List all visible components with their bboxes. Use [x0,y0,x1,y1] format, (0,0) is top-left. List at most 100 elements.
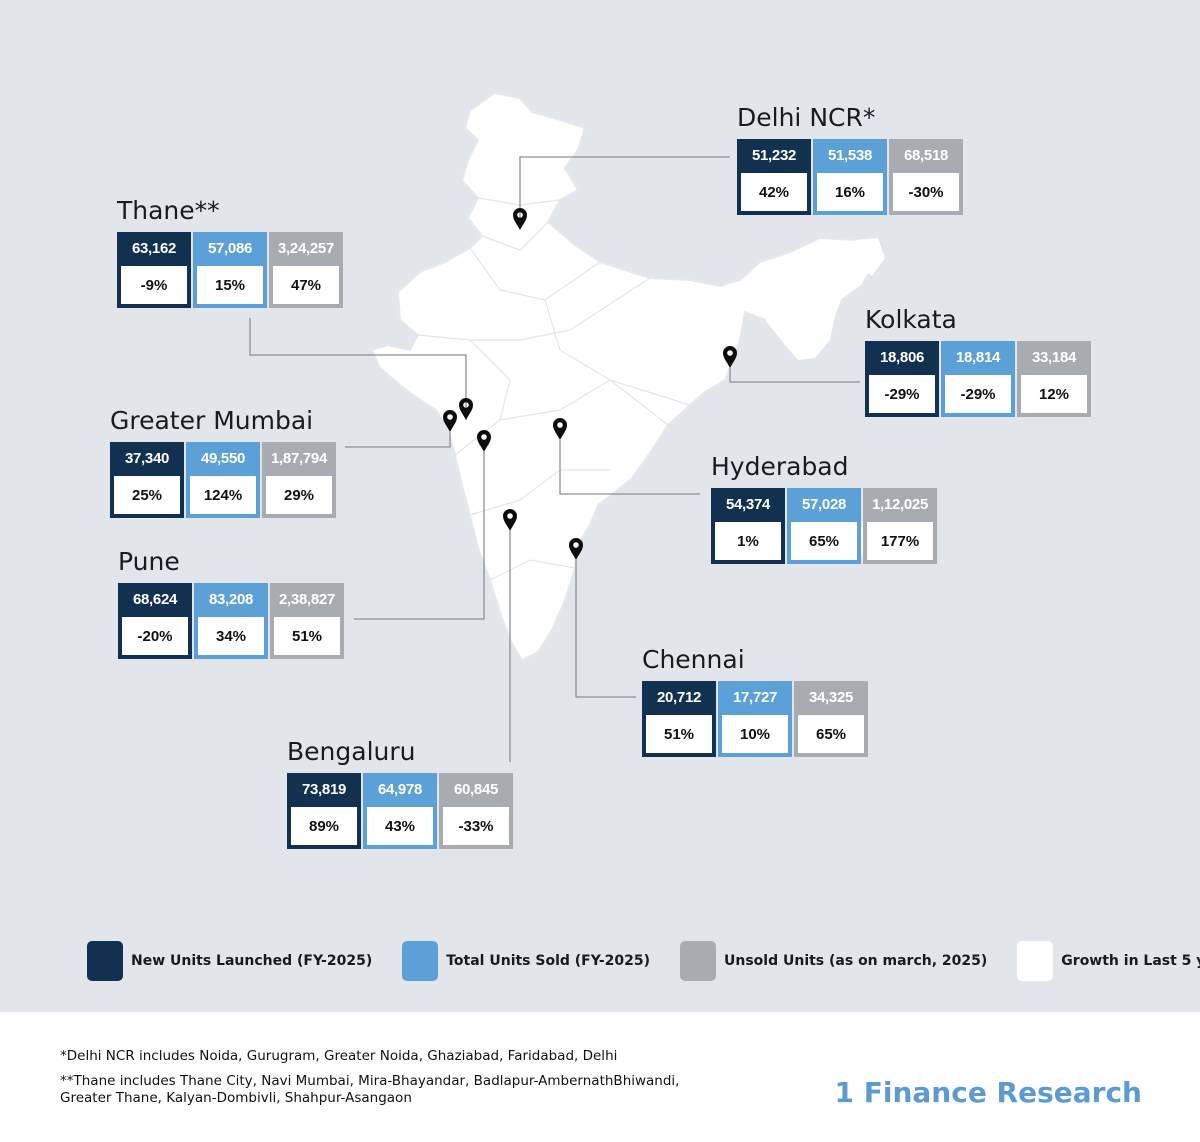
new-units-cell: 73,819 89% [287,773,361,849]
new-units-value: 20,712 [656,689,702,706]
legend-swatch-growth [1017,941,1054,981]
map-pin-icon [477,430,491,452]
new-units-growth: -20% [122,617,188,655]
city-block-kolkata: Kolkata 18,806 -29% 18,814 -29% 33,184 12% [865,305,1091,417]
units-sold-value: 18,814 [955,349,1001,366]
unsold-units-value: 3,24,257 [278,240,334,257]
unsold-units-cell: 68,518 -30% [889,139,963,215]
new-units-growth: 1% [715,522,781,560]
units-sold-growth: -29% [945,375,1011,413]
unsold-units-growth: -30% [893,173,959,211]
city-name: Pune [118,547,180,576]
new-units-value: 63,162 [131,240,177,257]
unsold-units-cell: 60,845 -33% [439,773,513,849]
legend-swatch-units-sold [402,941,439,981]
map-pin-icon [459,398,473,420]
stat-grid: 68,624 -20% 83,208 34% 2,38,827 51% [118,583,344,659]
new-units-value: 37,340 [124,450,170,467]
footnote-thane: **Thane includes Thane City, Navi Mumbai… [60,1073,680,1106]
units-sold-cell: 57,086 15% [193,232,267,308]
unsold-units-growth: 12% [1021,375,1087,413]
city-block-greater-mumbai: Greater Mumbai 37,340 25% 49,550 124% 1,87… [110,406,336,518]
stat-grid: 54,374 1% 57,028 65% 1,12,025 177% [711,488,937,564]
unsold-units-cell: 1,87,794 29% [262,442,336,518]
unsold-units-growth: 29% [266,476,332,514]
map-pin-icon [503,509,517,531]
new-units-growth: 42% [741,173,807,211]
stat-grid: 20,712 51% 17,727 10% 34,325 65% [642,681,868,757]
units-sold-growth: 124% [190,476,256,514]
units-sold-cell: 17,727 10% [718,681,792,757]
units-sold-growth: 34% [198,617,264,655]
new-units-growth: -9% [121,266,187,304]
stat-grid: 18,806 -29% 18,814 -29% 33,184 12% [865,341,1091,417]
footnote-delhi-ncr: *Delhi NCR includes Noida, Gurugram, Gre… [60,1048,618,1064]
new-units-cell: 68,624 -20% [118,583,192,659]
unsold-units-value: 60,845 [453,781,499,798]
new-units-cell: 37,340 25% [110,442,184,518]
legend-item-unsold-units: Unsold Units (as on march, 2025) [680,941,987,981]
unsold-units-value: 2,38,827 [279,591,335,608]
unsold-units-cell: 2,38,827 51% [270,583,344,659]
city-block-thane: Thane** 63,162 -9% 57,086 15% 3,24,257 47% [117,196,343,308]
units-sold-growth: 16% [817,173,883,211]
brand-logo-text: 1 Finance Research [834,1076,1143,1109]
city-name: Delhi NCR* [737,103,876,132]
legend-label: Total Units Sold (FY-2025) [446,953,650,969]
new-units-value: 68,624 [132,591,178,608]
units-sold-cell: 51,538 16% [813,139,887,215]
units-sold-value: 49,550 [200,450,246,467]
new-units-cell: 51,232 42% [737,139,811,215]
state-borders [417,197,691,581]
city-name: Chennai [642,645,745,674]
legend-label: Growth in Last 5 years [1061,953,1200,969]
new-units-cell: 18,806 -29% [865,341,939,417]
city-block-hyderabad: Hyderabad 54,374 1% 57,028 65% 1,12,025 177… [711,452,937,564]
map-pins [443,208,737,560]
city-name: Thane** [117,196,220,225]
legend-swatch-new-units [87,941,123,981]
unsold-units-value: 68,518 [903,147,949,164]
units-sold-value: 51,538 [827,147,873,164]
new-units-value: 18,806 [879,349,925,366]
units-sold-value: 83,208 [208,591,254,608]
units-sold-value: 64,978 [377,781,423,798]
map-pin-icon [569,538,583,560]
india-northeast [765,300,835,360]
units-sold-cell: 83,208 34% [194,583,268,659]
new-units-growth: -29% [869,375,935,413]
legend-swatch-unsold-units [680,941,716,981]
stat-grid: 51,232 42% 51,538 16% 68,518 -30% [737,139,963,215]
unsold-units-value: 33,184 [1031,349,1077,366]
city-block-bengaluru: Bengaluru 73,819 89% 64,978 43% 60,845 -33% [287,737,513,849]
city-name: Greater Mumbai [110,406,314,435]
units-sold-growth: 15% [197,266,263,304]
legend-item-growth: Growth in Last 5 years [1017,941,1200,981]
units-sold-growth: 43% [367,807,433,845]
unsold-units-growth: 47% [273,266,339,304]
units-sold-value: 57,028 [801,496,847,513]
unsold-units-cell: 1,12,025 177% [863,488,937,564]
legend-label: Unsold Units (as on march, 2025) [724,953,988,969]
units-sold-value: 17,727 [732,689,778,706]
stat-grid: 73,819 89% 64,978 43% 60,845 -33% [287,773,513,849]
unsold-units-growth: 51% [274,617,340,655]
units-sold-growth: 10% [722,715,788,753]
legend: New Units Launched (FY-2025) Total Units… [87,940,1200,982]
footer: *Delhi NCR includes Noida, Gurugram, Gre… [0,1012,1200,1142]
unsold-units-value: 34,325 [808,689,854,706]
stat-grid: 63,162 -9% 57,086 15% 3,24,257 47% [117,232,343,308]
units-sold-value: 57,086 [207,240,253,257]
new-units-cell: 63,162 -9% [117,232,191,308]
india-outline [370,91,877,662]
unsold-units-value: 1,87,794 [271,450,327,467]
legend-label: New Units Launched (FY-2025) [131,953,373,969]
units-sold-cell: 57,028 65% [787,488,861,564]
map-pin-icon [443,410,457,432]
city-name: Hyderabad [711,452,849,481]
unsold-units-growth: 177% [867,522,933,560]
units-sold-cell: 64,978 43% [363,773,437,849]
city-name: Kolkata [865,305,957,334]
city-block-pune: Pune 68,624 -20% 83,208 34% 2,38,827 51% [118,547,344,659]
new-units-value: 73,819 [301,781,347,798]
